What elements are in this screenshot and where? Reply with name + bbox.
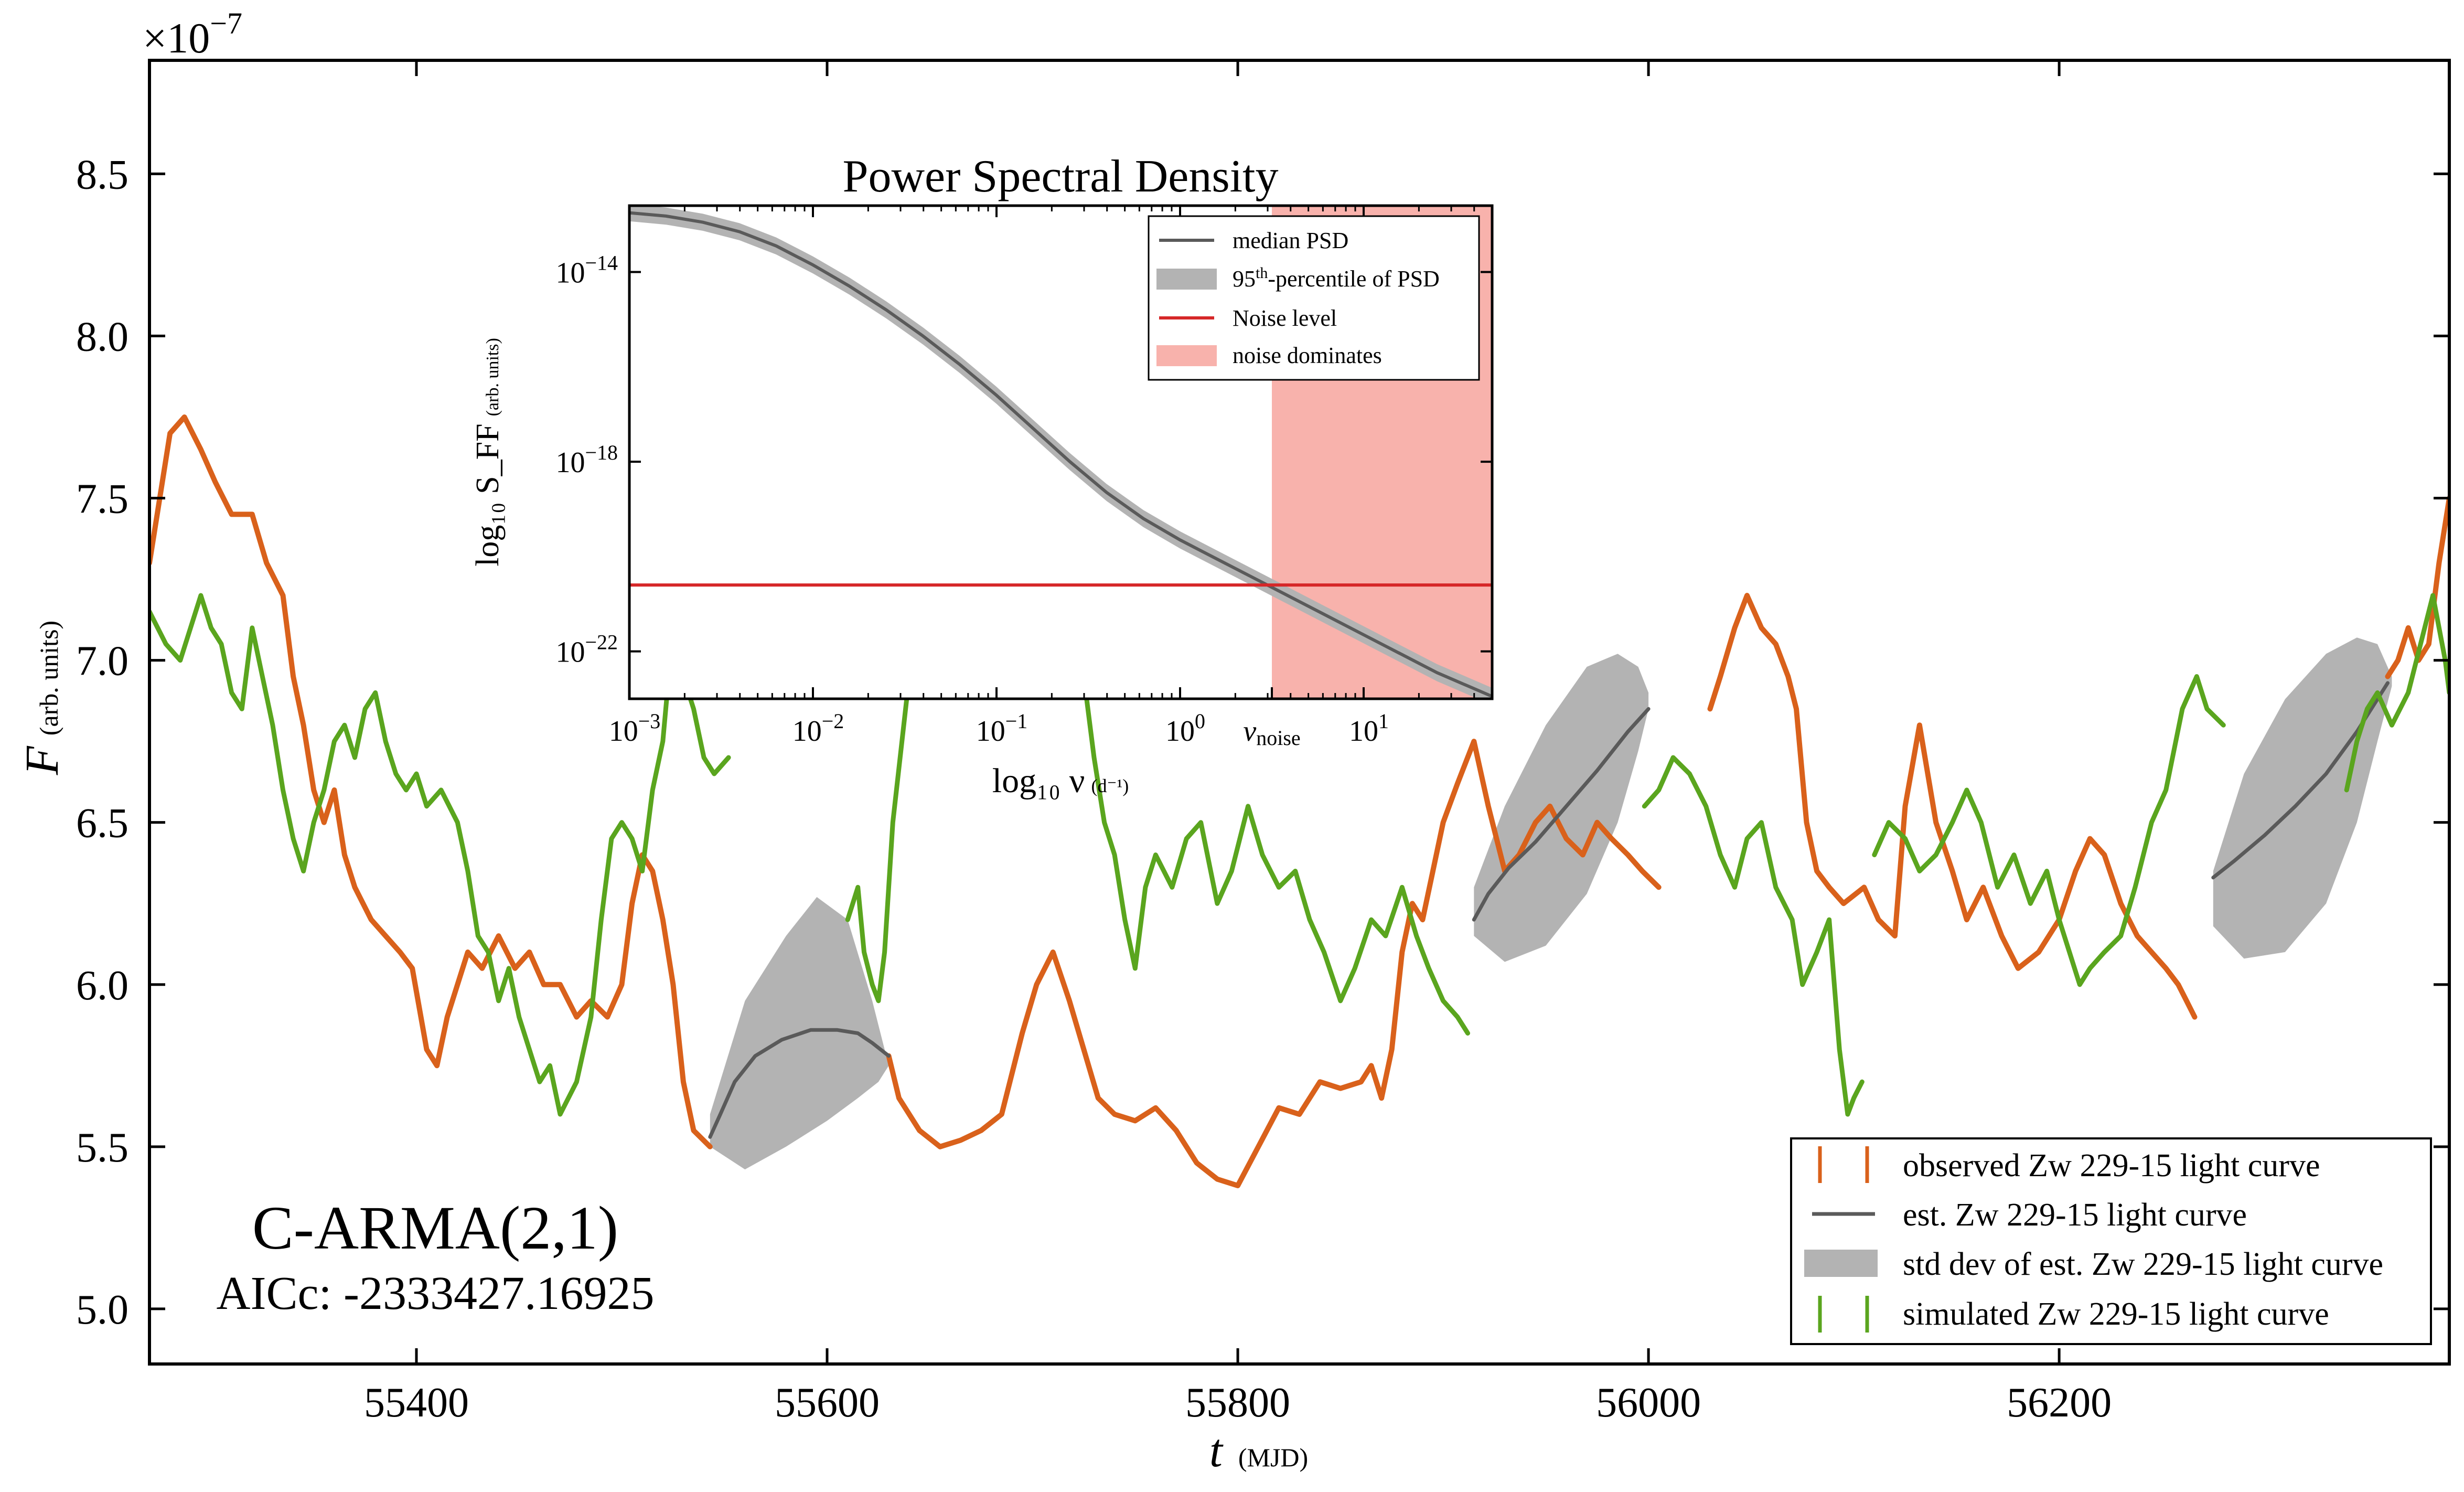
legend-label-simulated: simulated Zw 229-15 light curve: [1903, 1296, 2329, 1332]
inset-x-tick-label-2: 10−1: [976, 709, 1028, 748]
inset-frame: [628, 204, 1494, 700]
x-tick-label-4: 56200: [2007, 1380, 2112, 1426]
main-plot-frame: [148, 59, 2451, 1366]
psd-inset: 10−3 10−2 10−1 100 101νnoise10−2210−1810−14 …: [470, 151, 1494, 800]
inset-legend-label-band: 95th-percentile of PSD: [1233, 264, 1440, 292]
simulated-curve-s7-0: [149, 593, 731, 1117]
model-annotation: C-ARMA(2,1): [252, 1193, 618, 1262]
median-psd-line: [629, 211, 1492, 698]
observed-curve-s0-0: [149, 414, 713, 1149]
inset-axis-ticks: 10−3 10−2 10−1 100 101 νnoise 10−22 10−18 10−14: [555, 206, 1493, 750]
inset-legend-label-median: median PSD: [1233, 228, 1348, 253]
inset-legend-label-noise-region: noise dominates: [1233, 343, 1382, 368]
inset-title: Power Spectral Density: [843, 151, 1279, 202]
x-axis-label: t (MJD): [1209, 1425, 1308, 1477]
legend-label-std: std dev of est. Zw 229-15 light curve: [1903, 1246, 2383, 1282]
y-axis-label: F(arb. units): [16, 621, 68, 775]
simulated-curve-s7-3: [1642, 755, 1865, 1117]
main-axis-ticks: 55400 55600 55800 56000 56200 5.0 5.5 6.0 6.5 7.0…: [76, 60, 2449, 1426]
estimated-curve-s3-0: [2211, 681, 2390, 880]
inset-y-tick-label-1: 10−18: [555, 441, 618, 479]
light-curve-series: [149, 414, 2449, 1188]
legend-label-observed: observed Zw 229-15 light curve: [1903, 1148, 2320, 1184]
y-tick-label-6: 8.0: [76, 314, 128, 360]
inset-x-tick-label-3: 100: [1165, 709, 1205, 748]
y-tick-label-3: 6.5: [76, 801, 128, 847]
y-tick-label-0: 5.0: [76, 1287, 128, 1333]
observed-curve-s0-3: [1707, 593, 2198, 1020]
simulated-curve-s7-2: [1071, 625, 1470, 1036]
x-tick-label-1: 55600: [775, 1380, 880, 1426]
legend-label-estimate: est. Zw 229-15 light curve: [1903, 1197, 2247, 1233]
inset-noise-tick-label: νnoise: [1243, 715, 1300, 750]
legend-item-std: std dev of est. Zw 229-15 light curve: [1804, 1246, 2383, 1282]
estimated-curve-s1-0: [708, 1028, 891, 1139]
y-tick-label-7: 8.5: [76, 152, 128, 198]
inset-y-tick-label-0: 10−22: [555, 631, 618, 669]
main-legend: observed Zw 229-15 light curve est. Zw 2…: [1790, 1137, 2432, 1345]
legend-swatch-std: [1804, 1250, 1878, 1277]
estimated-curve-s2-0: [1472, 707, 1651, 922]
inset-legend-label-noise: Noise level: [1233, 305, 1337, 331]
x-tick-label-2: 55800: [1185, 1380, 1290, 1426]
inset-y-axis-label: log₁₀ S_FF(arb. units): [470, 338, 506, 567]
y-tick-label-1: 5.5: [76, 1125, 128, 1171]
observed-curve-s0-1: [886, 949, 1385, 1188]
inset-y-tick-label-2: 10−14: [555, 251, 618, 290]
legend-item-simulated: simulated Zw 229-15 light curve: [1818, 1296, 2329, 1333]
legend-item-observed: observed Zw 229-15 light curve: [1818, 1146, 2320, 1184]
inset-legend: median PSD 95th-percentile of PSD Noise …: [1148, 215, 1480, 381]
x-tick-label-0: 55400: [364, 1380, 469, 1426]
simulated-curve-s7-4: [1872, 674, 2226, 987]
inset-legend-swatch-noise-region: [1156, 345, 1217, 366]
std-dev-band-2: [1474, 654, 1649, 962]
y-tick-label-4: 7.0: [76, 638, 128, 685]
inset-x-tick-label-1: 10−2: [792, 709, 844, 748]
inset-legend-swatch-band: [1156, 269, 1217, 290]
y-scale-factor: ×10−7: [143, 6, 242, 62]
main-plot-area: 55400 55600 55800 56000 56200 5.0 5.5 6.0 6.5 7.0…: [16, 6, 2451, 1477]
inset-x-tick-label-4: 101: [1349, 709, 1389, 748]
inset-x-tick-label-0: 10−3: [609, 709, 661, 748]
aicc-annotation: AICc: -2333427.16925: [217, 1267, 655, 1319]
simulated-curve-s7-1: [845, 625, 922, 1004]
legend-item-estimate: est. Zw 229-15 light curve: [1812, 1197, 2247, 1233]
y-tick-label-5: 7.5: [76, 476, 128, 523]
simulated-curve-s7-5: [2344, 593, 2449, 793]
main-legend-box: [1790, 1137, 2432, 1345]
x-tick-label-3: 56000: [1596, 1380, 1701, 1426]
y-tick-label-2: 6.0: [76, 963, 128, 1009]
inset-x-axis-label: log₁₀ ν (d⁻¹): [992, 762, 1129, 800]
std-dev-bands: [710, 637, 2392, 1170]
